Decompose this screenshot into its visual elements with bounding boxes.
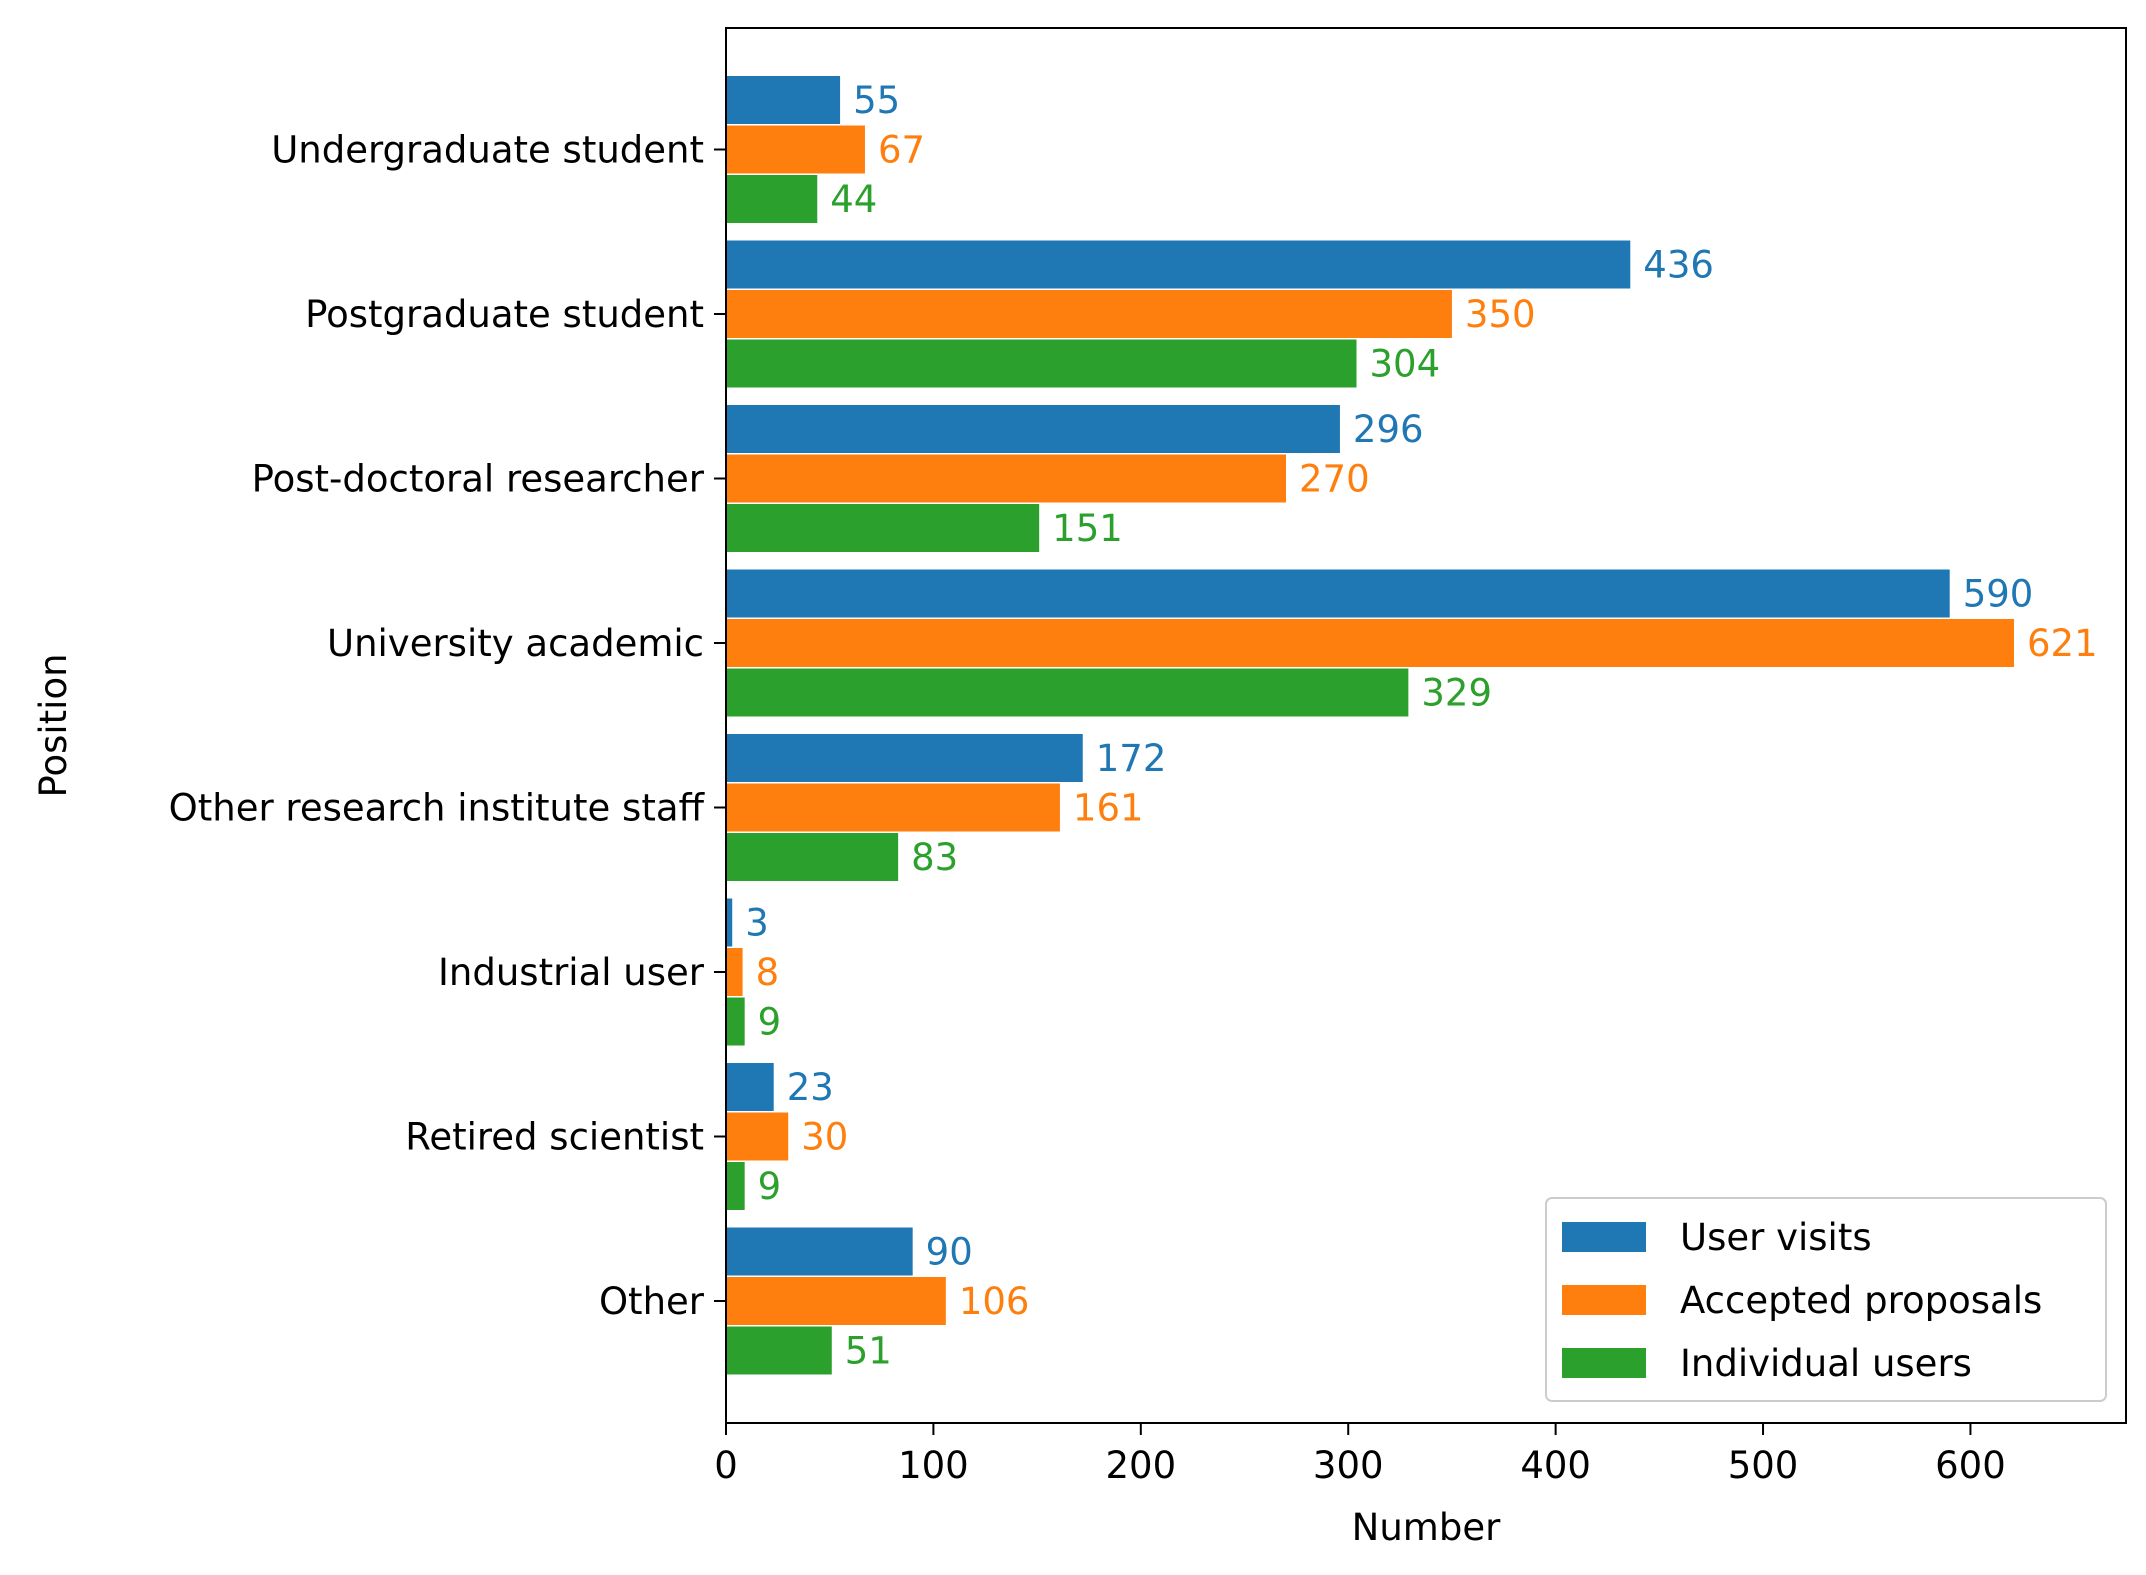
legend-swatch (1562, 1285, 1646, 1315)
bar (726, 1227, 913, 1276)
data-label: 44 (830, 178, 877, 221)
legend-box (1545, 1197, 2107, 1402)
data-label: 67 (878, 129, 925, 172)
legend-label: Individual users (1680, 1342, 1972, 1385)
data-label: 3 (745, 902, 769, 945)
legend-label: User visits (1680, 1216, 1872, 1259)
bar (726, 175, 818, 223)
data-label: 590 (1963, 573, 2034, 616)
data-label: 55 (853, 79, 900, 122)
x-tick-label: 100 (898, 1444, 969, 1487)
data-label: 51 (845, 1330, 892, 1373)
data-label: 8 (756, 951, 780, 994)
plot-frame (725, 27, 2127, 1424)
bar (726, 833, 899, 881)
data-label: 161 (1073, 787, 1144, 830)
x-tick-label: 500 (1728, 1444, 1799, 1487)
y-axis: Undergraduate student Postgraduate studen… (169, 129, 726, 1323)
bar (726, 898, 733, 947)
bar (726, 619, 2014, 667)
x-axis: 0 100 200 300 400 500 600 (714, 1423, 2006, 1487)
data-label: 296 (1353, 408, 1424, 451)
category-label: Postgraduate student (305, 293, 704, 336)
bar (726, 1063, 774, 1111)
bar (726, 783, 1060, 832)
legend: User visits Accepted proposals Individual … (1545, 1197, 2107, 1402)
category-label: Other research institute staff (169, 787, 706, 830)
x-axis-title: Number (1352, 1506, 1501, 1549)
bars-layer (726, 76, 2014, 1375)
data-label: 304 (1370, 343, 1441, 386)
bar (726, 734, 1083, 782)
data-label: 151 (1052, 507, 1123, 550)
bar (726, 339, 1357, 388)
bar (726, 454, 1286, 503)
x-tick-label: 600 (1935, 1444, 2006, 1487)
bar (726, 569, 1950, 618)
x-tick-label: 0 (714, 1444, 738, 1487)
bar (726, 1162, 745, 1210)
data-label: 621 (2027, 622, 2098, 665)
bar (726, 1112, 789, 1161)
bar (726, 125, 865, 174)
data-label: 350 (1465, 293, 1536, 336)
data-label: 9 (758, 1165, 782, 1208)
x-tick-label: 300 (1313, 1444, 1384, 1487)
bar (726, 948, 743, 996)
bar (726, 1326, 832, 1375)
legend-label: Accepted proposals (1680, 1279, 2042, 1322)
bar (726, 240, 1631, 289)
data-label: 90 (926, 1231, 973, 1274)
data-label: 9 (758, 1001, 782, 1044)
bar (726, 668, 1409, 717)
category-label: Undergraduate student (271, 129, 704, 172)
y-axis-title: Position (32, 653, 75, 797)
category-label: Industrial user (438, 951, 705, 994)
category-label: Other (599, 1280, 705, 1323)
data-label: 83 (911, 836, 958, 879)
bar (726, 290, 1452, 338)
data-label: 106 (959, 1280, 1030, 1323)
x-tick-label: 400 (1520, 1444, 1591, 1487)
legend-swatch (1562, 1348, 1646, 1378)
data-label: 172 (1096, 737, 1167, 780)
bar (726, 997, 745, 1046)
data-label: 436 (1643, 244, 1714, 287)
data-label: 30 (801, 1116, 848, 1159)
category-label: Post-doctoral researcher (252, 458, 705, 501)
category-label: Retired scientist (405, 1116, 704, 1159)
bar (726, 1277, 946, 1325)
legend-swatch (1562, 1222, 1646, 1252)
x-tick-label: 200 (1106, 1444, 1177, 1487)
category-label: University academic (327, 622, 704, 665)
bar (726, 76, 841, 124)
data-label: 270 (1299, 458, 1370, 501)
bar (726, 405, 1340, 453)
bar (726, 504, 1040, 552)
data-label: 23 (787, 1066, 834, 1109)
data-label: 329 (1421, 672, 1492, 715)
